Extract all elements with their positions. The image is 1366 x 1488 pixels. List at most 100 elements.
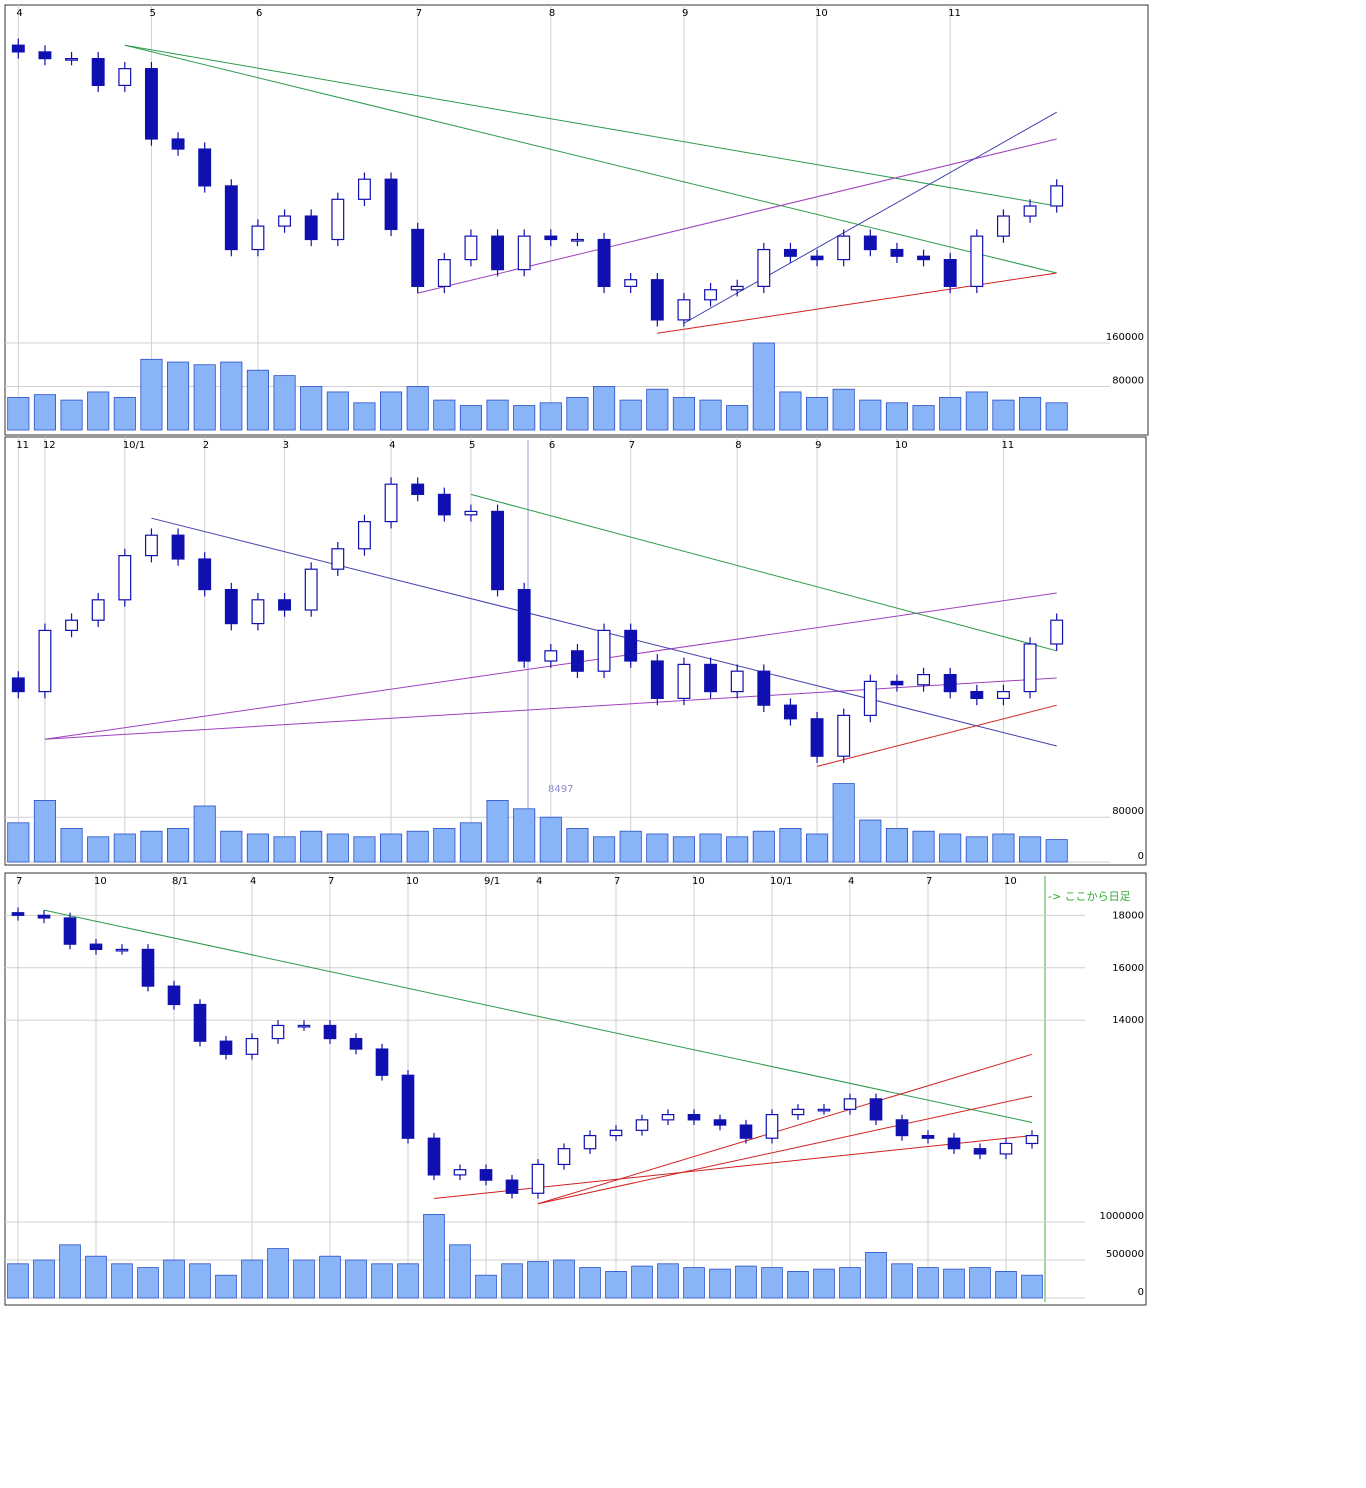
volume-bar — [761, 1267, 783, 1299]
x-tick-label: 4 — [389, 440, 395, 451]
volume-bar — [865, 1252, 887, 1299]
x-tick-label: 10 — [895, 440, 908, 451]
x-tick-label: 8/1 — [172, 876, 188, 887]
volume-bar — [553, 1259, 575, 1299]
volume-bar — [939, 396, 962, 431]
candle-body — [357, 178, 371, 200]
candle-body — [89, 943, 103, 951]
volume-bar — [1045, 839, 1068, 863]
candle-body — [453, 1169, 467, 1176]
volume-bar — [137, 1267, 159, 1299]
candle-body — [973, 1148, 987, 1155]
volume-bar — [646, 388, 669, 431]
volume-bar — [631, 1265, 653, 1299]
volume-bar — [605, 1271, 627, 1299]
y-tick-label: 1000000 — [1099, 1211, 1144, 1222]
candle-body — [1023, 643, 1037, 693]
volume-bar — [345, 1259, 367, 1299]
volume-bar — [992, 833, 1015, 863]
volume-bar — [475, 1274, 497, 1299]
candle-body — [411, 228, 425, 287]
candle-body — [331, 198, 345, 241]
candle-body — [245, 1037, 259, 1055]
candle-body — [677, 663, 691, 700]
volume-bar — [7, 396, 30, 431]
volume-bar — [726, 405, 749, 431]
candle-body — [491, 235, 505, 271]
candle-body — [917, 673, 931, 686]
volume-bar — [33, 394, 56, 431]
x-tick-label: 12 — [43, 440, 56, 451]
volume-bar — [593, 836, 616, 863]
candle-body — [890, 680, 904, 686]
x-tick-label: 4 — [848, 876, 854, 887]
candle-body — [917, 255, 931, 261]
candle-body — [278, 215, 292, 227]
candle-body — [635, 1119, 649, 1131]
annotation: 8497 — [548, 784, 573, 795]
candle-body — [304, 568, 318, 611]
volume-bar — [969, 1267, 991, 1299]
volume-bar — [859, 399, 882, 431]
candle-body — [323, 1024, 337, 1040]
x-tick-label: 7 — [16, 876, 22, 887]
volume-bar — [353, 836, 376, 863]
volume-bar — [246, 833, 269, 863]
candle-body — [583, 1134, 597, 1150]
candle-body — [677, 299, 691, 321]
candle-body — [357, 520, 371, 550]
x-tick-label: 7 — [614, 876, 620, 887]
candle-body — [996, 215, 1010, 237]
volume-bar — [60, 399, 83, 431]
volume-bar — [539, 816, 562, 863]
x-tick-label: 10 — [692, 876, 705, 887]
volume-bar — [566, 396, 589, 431]
volume-bar — [33, 800, 56, 863]
candle-body — [810, 255, 824, 261]
volume-bar — [912, 405, 935, 431]
volume-bar — [193, 805, 216, 863]
volume-bar — [167, 361, 190, 431]
candle-body — [427, 1137, 441, 1176]
x-tick-label: 4 — [16, 8, 22, 19]
candle-body — [713, 1119, 727, 1126]
volume-bar — [813, 1268, 835, 1299]
volume-bar — [433, 399, 456, 431]
volume-bar — [806, 833, 829, 863]
x-tick-label: 7 — [328, 876, 334, 887]
volume-bar — [513, 405, 536, 431]
volume-bar — [566, 828, 589, 863]
x-tick-label: 10 — [94, 876, 107, 887]
volume-bar — [1019, 396, 1042, 431]
x-tick-label: 10 — [815, 8, 828, 19]
x-tick-label: 6 — [256, 8, 262, 19]
candle-body — [996, 690, 1010, 699]
candle-body — [384, 178, 398, 231]
volume-bar — [779, 828, 802, 863]
candle-body — [401, 1074, 415, 1139]
x-tick-label: 9/1 — [484, 876, 500, 887]
volume-bar — [140, 830, 163, 863]
volume-bar — [839, 1267, 861, 1299]
volume-bar — [832, 783, 855, 863]
volume-bar — [267, 1248, 289, 1299]
candle-body — [11, 677, 25, 693]
candle-body — [384, 483, 398, 523]
volume-bar — [752, 830, 775, 863]
volume-bar — [406, 386, 429, 431]
x-tick-label: 4 — [536, 876, 542, 887]
candle-body — [650, 279, 664, 321]
candle-body — [251, 599, 265, 625]
candle-body — [624, 279, 638, 288]
candle-body — [297, 1024, 311, 1028]
candle-body — [91, 57, 105, 86]
candle-body — [278, 599, 292, 611]
candle-body — [921, 1134, 935, 1139]
candle-body — [730, 285, 744, 291]
x-tick-label: 9 — [815, 440, 821, 451]
candle-body — [464, 510, 478, 516]
volume-bar — [486, 399, 509, 431]
volume-bar — [319, 1255, 341, 1299]
candle-body — [65, 57, 79, 61]
candle-body — [219, 1040, 233, 1055]
